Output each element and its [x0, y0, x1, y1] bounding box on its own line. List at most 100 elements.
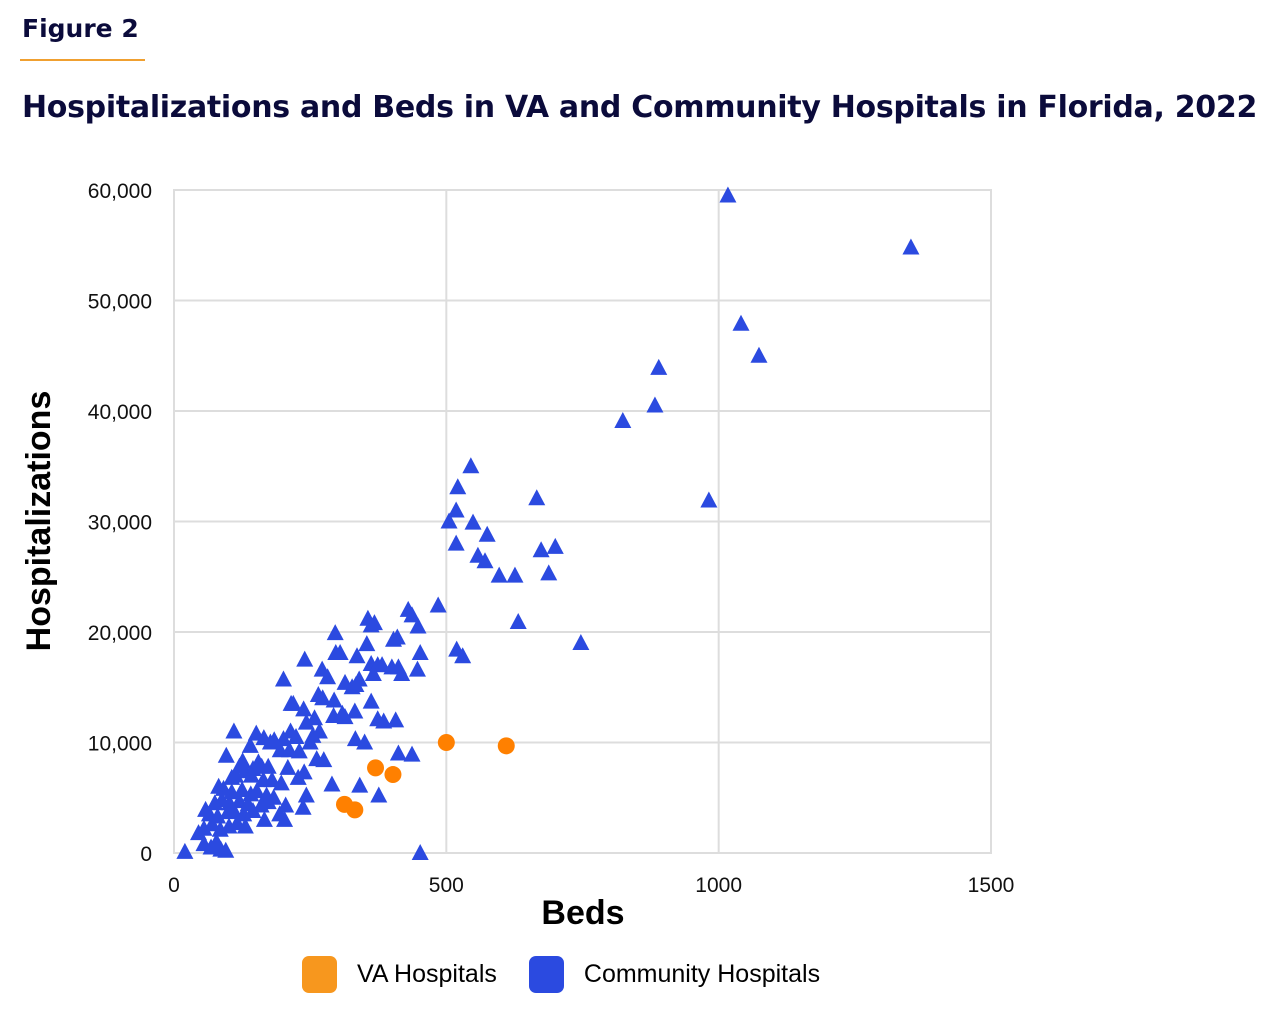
community-hospital-point [362, 692, 380, 709]
community-hospital-point [700, 491, 718, 508]
community-hospital-point [265, 731, 283, 748]
community-hospital-point [176, 842, 194, 859]
community-hospital-point [295, 700, 313, 717]
community-hospital-point [476, 552, 494, 569]
figure-label-underline [20, 59, 145, 61]
community-hospital-point [506, 566, 524, 583]
y-tick-label: 50,000 [88, 291, 152, 314]
community-hospital-point [225, 802, 243, 819]
x-tick-label: 0 [168, 874, 180, 897]
legend: VA Hospitals Community Hospitals [302, 956, 852, 993]
community-hospital-point [242, 766, 260, 783]
y-tick-label: 40,000 [88, 401, 152, 424]
community-hospital-point [454, 647, 472, 664]
community-hospital-point [259, 793, 277, 810]
community-hospital-point [255, 810, 273, 827]
x-tick-label: 500 [429, 874, 464, 897]
community-hospital-point [346, 702, 364, 719]
community-hospital-point [540, 564, 558, 581]
community-hospital-point [290, 742, 308, 759]
community-hospital-point [902, 238, 920, 255]
x-tick-label: 1500 [968, 874, 1015, 897]
community-hospital-point [411, 643, 429, 660]
community-hospital-point [509, 613, 527, 630]
community-hospital-point [490, 566, 508, 583]
community-hospital-point [447, 501, 465, 518]
community-hospital-point [462, 457, 480, 474]
community-hospital-point [225, 722, 243, 739]
community-hospital-point [195, 819, 213, 836]
community-hospital-point [351, 776, 369, 793]
community-hospital-point [259, 757, 277, 774]
community-hospital-point [319, 668, 337, 685]
community-hospital-point [282, 694, 300, 711]
community-hospital-point [650, 358, 668, 375]
community-hospital-point [276, 810, 294, 827]
community-hospital-point [409, 617, 427, 634]
community-hospital-point [464, 513, 482, 530]
community-hospital-point [750, 346, 768, 363]
community-hospital-point [315, 751, 333, 768]
community-hospital-point [478, 525, 496, 542]
community-hospital-point [244, 802, 262, 819]
community-hospital-point [233, 781, 251, 798]
community-hospital-point [314, 689, 332, 706]
community-hospital-point [248, 782, 266, 799]
community-hospital-point [203, 815, 221, 832]
community-hospital-point [301, 733, 319, 750]
community-hospital-point [385, 630, 403, 647]
community-hospital-point [403, 606, 421, 623]
community-hospital-point [348, 647, 366, 664]
y-tick-label: 10,000 [88, 733, 152, 756]
community-hospital-point [263, 771, 281, 788]
community-hospital-point [236, 817, 254, 834]
community-hospital-point [327, 643, 345, 660]
community-hospital-point [370, 786, 388, 803]
community-hospital-point [719, 186, 737, 203]
community-hospital-point [323, 775, 341, 792]
va-hospital-point [384, 766, 402, 784]
community-hospital-point [546, 537, 564, 554]
community-hospital-point [358, 635, 376, 652]
community-hospital-point [440, 512, 458, 529]
figure-label: Figure 2 [22, 14, 139, 43]
community-hospital-point [277, 796, 295, 813]
community-hospital-point [411, 844, 429, 860]
community-hospital-point [294, 798, 312, 815]
legend-item-community: Community Hospitals [528, 956, 821, 993]
community-hospital-point [528, 489, 546, 506]
community-hospital-point [217, 746, 235, 763]
y-tick-label: 60,000 [88, 180, 152, 203]
community-hospital-point [364, 664, 382, 681]
community-hospital-point [296, 650, 314, 667]
va-hospital-point [346, 801, 364, 819]
community-hospital-point [279, 758, 297, 775]
legend-swatch-va [302, 956, 337, 993]
legend-swatch-community [528, 956, 564, 993]
community-hospital-point [282, 722, 300, 739]
community-hospital-point [325, 691, 343, 708]
community-hospital-point [375, 712, 393, 729]
y-tick-label: 20,000 [88, 622, 152, 645]
community-hospital-point [356, 733, 374, 750]
y-axis-title: Hospitalizations [20, 391, 58, 652]
community-hospital-point [365, 614, 383, 631]
x-tick-label: 1000 [695, 874, 742, 897]
community-hospital-point [389, 744, 407, 761]
legend-label-va: VA Hospitals [357, 960, 497, 988]
community-hospital-point [614, 411, 632, 428]
community-hospital-point [326, 624, 344, 641]
va-hospital-point [437, 734, 455, 751]
community-hospital-point [572, 634, 590, 651]
legend-label-community: Community Hospitals [583, 960, 821, 988]
x-axis-ticks: 0 500 1000 1500 [168, 874, 1014, 897]
community-hospital-point [646, 396, 664, 413]
community-hospital-point [297, 713, 315, 730]
community-hospital-point [272, 774, 290, 791]
community-hospitals-series [176, 186, 920, 860]
community-hospital-point [373, 656, 391, 673]
community-hospital-point [408, 660, 426, 677]
community-hospital-point [336, 673, 354, 690]
community-hospital-point [217, 841, 235, 858]
